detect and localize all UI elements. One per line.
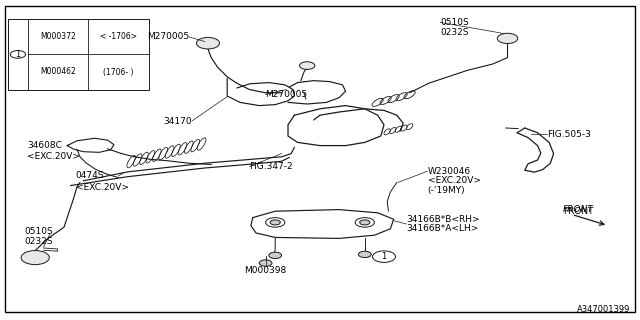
Circle shape (269, 252, 282, 259)
Circle shape (196, 37, 220, 49)
Circle shape (360, 220, 370, 225)
Text: 34170: 34170 (163, 117, 192, 126)
Text: FIG.505-3: FIG.505-3 (547, 130, 591, 139)
Text: M000462: M000462 (40, 68, 76, 76)
Circle shape (21, 251, 49, 265)
Circle shape (10, 51, 26, 58)
Text: <EXC.20V>: <EXC.20V> (428, 176, 481, 185)
Text: 0510S: 0510S (24, 228, 53, 236)
Text: 0232S: 0232S (440, 28, 469, 37)
Text: A347001399: A347001399 (577, 305, 630, 314)
Text: FIG.347-2: FIG.347-2 (250, 162, 293, 171)
Text: M270005: M270005 (266, 90, 308, 99)
Circle shape (300, 62, 315, 69)
Text: <EXC.20V>: <EXC.20V> (27, 152, 80, 161)
Text: 0510S: 0510S (440, 18, 469, 27)
Text: (1706- ): (1706- ) (104, 68, 134, 76)
Circle shape (358, 251, 371, 258)
Text: FRONT: FRONT (563, 207, 594, 216)
Text: < -1706>: < -1706> (100, 32, 137, 41)
Text: <EXC.20V>: <EXC.20V> (76, 183, 129, 192)
Circle shape (266, 218, 285, 227)
Text: M000398: M000398 (244, 266, 287, 275)
Text: (-’19MY): (-’19MY) (428, 186, 465, 195)
Text: FRONT: FRONT (563, 205, 594, 214)
Circle shape (259, 260, 272, 266)
Circle shape (355, 218, 374, 227)
Text: W230046: W230046 (428, 167, 470, 176)
Circle shape (270, 220, 280, 225)
Text: M000372: M000372 (40, 32, 76, 41)
Text: 1: 1 (381, 252, 387, 261)
Text: 34608C: 34608C (27, 141, 61, 150)
Text: 0474S: 0474S (76, 172, 104, 180)
Bar (8, 19, 149, 90)
Text: 34166B*B<RH>: 34166B*B<RH> (406, 215, 480, 224)
Text: 1: 1 (15, 50, 20, 59)
Circle shape (497, 33, 518, 44)
Circle shape (372, 251, 396, 262)
Text: 0232S: 0232S (24, 237, 53, 246)
Text: M270005: M270005 (147, 32, 189, 41)
Text: 34166B*A<LH>: 34166B*A<LH> (406, 224, 479, 233)
